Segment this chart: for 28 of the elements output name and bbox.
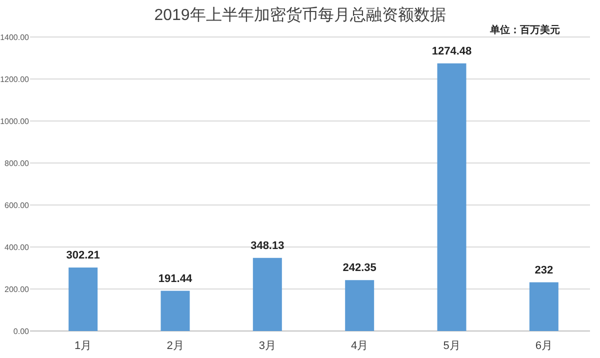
bar xyxy=(345,280,374,331)
y-tick-label: 1400.00 xyxy=(0,33,30,42)
text: 单位：百万美元 xyxy=(489,24,560,36)
data-label: 1274.48 xyxy=(432,45,472,58)
x-tick-label: 4月 xyxy=(351,340,368,352)
x-tick-label: 2月 xyxy=(166,340,184,352)
x-tick-label: 6月 xyxy=(535,340,552,352)
data-label: 191.44 xyxy=(158,272,193,285)
x-tick-label: 1月 xyxy=(74,340,92,352)
data-label: 242.35 xyxy=(342,262,376,274)
bar xyxy=(68,268,98,331)
chart-title: 2019年上半年加密货币每月总融资额数据 xyxy=(154,6,446,24)
data-label: 232 xyxy=(534,264,554,276)
y-tick-label: 600.00 xyxy=(4,201,30,210)
y-tick-label: 1000.00 xyxy=(0,117,30,126)
y-tick-label: 1200.00 xyxy=(0,75,30,84)
bar xyxy=(160,290,190,331)
y-tick-label: 200.00 xyxy=(4,285,30,294)
bar xyxy=(252,258,282,331)
x-tick-label: 3月 xyxy=(258,340,276,352)
x-tick-label: 5月 xyxy=(443,340,460,352)
y-tick-label: 0.00 xyxy=(13,327,30,336)
bar xyxy=(529,282,558,331)
y-tick-label: 800.00 xyxy=(4,159,30,168)
data-label: 348.13 xyxy=(250,240,284,252)
y-tick-label: 400.00 xyxy=(4,243,30,252)
data-label: 302.21 xyxy=(66,250,100,262)
bar xyxy=(437,63,466,331)
